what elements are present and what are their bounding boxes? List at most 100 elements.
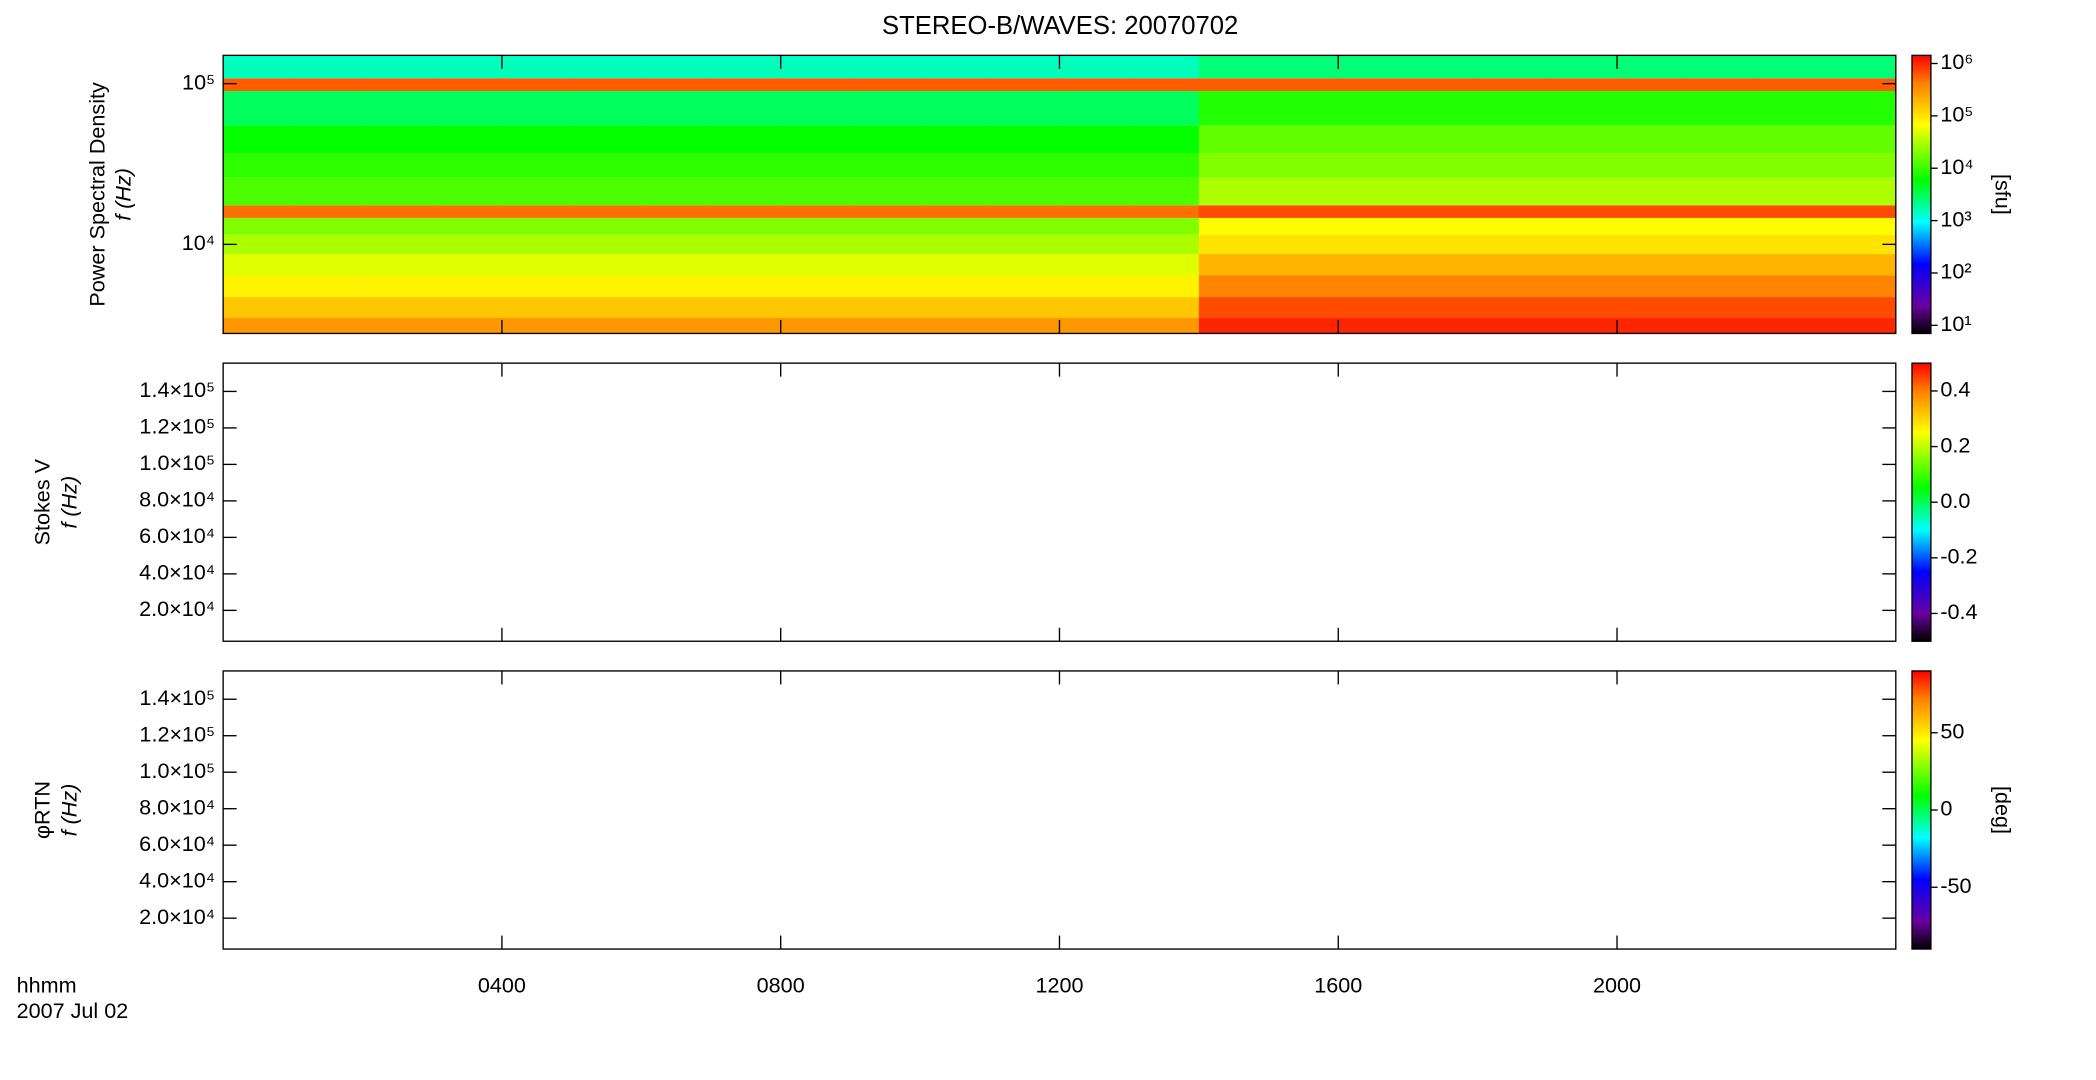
heatmap-cell	[1059, 234, 1130, 255]
heatmap-cell	[292, 275, 363, 298]
heatmap-cell	[501, 297, 573, 318]
heatmap-cell	[1477, 125, 1548, 154]
heatmap-cell	[1477, 254, 1548, 276]
heatmap-cell	[1686, 297, 1757, 318]
heatmap-cell	[711, 125, 782, 154]
heatmap-cell	[850, 55, 921, 79]
heatmap-cell	[711, 217, 782, 235]
heatmap-cell	[1756, 55, 1827, 79]
heatmap-cell	[1756, 297, 1827, 318]
heatmap-cell	[1826, 217, 1897, 235]
colorbar-tick-label: 0	[1940, 796, 1952, 821]
y-tick-label: 6.0×10⁴	[139, 523, 215, 548]
heatmap-cell	[1338, 153, 1409, 178]
heatmap-cell	[292, 234, 363, 255]
heatmap-cell	[1826, 78, 1897, 92]
heatmap-cell	[501, 177, 573, 206]
heatmap-cell	[1617, 205, 1688, 218]
heatmap-cell	[1407, 317, 1479, 334]
heatmap-cell	[1826, 297, 1897, 318]
heatmap-cell	[1268, 217, 1339, 235]
heatmap-cell	[989, 317, 1060, 334]
heatmap-cell	[1059, 254, 1130, 276]
heatmap-cell	[1338, 317, 1409, 334]
y-axis-label: Stokes V	[29, 458, 54, 545]
heatmap-cell	[850, 78, 921, 92]
heatmap-cell	[223, 125, 294, 154]
heatmap-cell	[1407, 297, 1479, 318]
heatmap-cell	[1477, 91, 1548, 126]
heatmap-cell	[1617, 153, 1688, 178]
heatmap-cell	[1129, 153, 1200, 178]
heatmap-cell	[1826, 254, 1897, 276]
heatmap-cell	[711, 55, 782, 79]
heatmap-cell	[641, 275, 712, 298]
heatmap-cell	[989, 153, 1060, 178]
x-axis-label: hhmm	[17, 973, 77, 998]
heatmap-cell	[1059, 125, 1130, 154]
heatmap-cell	[780, 275, 851, 298]
y-tick-label: 1.2×10⁵	[139, 414, 215, 439]
heatmap-cell	[1477, 234, 1548, 255]
heatmap-cell	[1686, 205, 1757, 218]
colorbar	[1911, 362, 1932, 642]
heatmap-cell	[1407, 205, 1479, 218]
heatmap-cell	[501, 153, 573, 178]
heatmap-cell	[711, 317, 782, 334]
y-tick-label: 1.0×10⁵	[139, 758, 215, 783]
heatmap-cell	[1547, 153, 1618, 178]
heatmap-cell	[1407, 217, 1479, 235]
heatmap-cell	[362, 317, 433, 334]
heatmap-cell	[292, 205, 363, 218]
heatmap-cell	[920, 317, 991, 334]
y-tick-label: 2.0×10⁴	[139, 596, 215, 621]
heatmap-cell	[1477, 177, 1548, 206]
heatmap-cell	[1059, 275, 1130, 298]
colorbar-tick-label: 50	[1940, 718, 1964, 743]
heatmap-cell	[432, 55, 503, 79]
heatmap-cell	[571, 78, 642, 92]
heatmap-cell	[1059, 217, 1130, 235]
heatmap-cell	[571, 153, 642, 178]
heatmap-cell	[641, 177, 712, 206]
heatmap-cell	[1756, 177, 1827, 206]
heatmap-cell	[1268, 234, 1339, 255]
heatmap-cell	[1547, 275, 1618, 298]
heatmap-cell	[989, 205, 1060, 218]
heatmap-cell	[223, 78, 294, 92]
heatmap-cell	[989, 55, 1060, 79]
heatmap-cell	[920, 91, 991, 126]
heatmap-cell	[711, 91, 782, 126]
heatmap-cell	[571, 177, 642, 206]
colorbar-tick-label: 10⁴	[1940, 154, 1973, 179]
heatmap-cell	[223, 153, 294, 178]
heatmap-cell	[1477, 217, 1548, 235]
heatmap-cell	[1826, 153, 1897, 178]
y-axis-label: φRTN	[29, 781, 54, 839]
heatmap-cell	[641, 78, 712, 92]
heatmap-cell	[1059, 177, 1130, 206]
y-tick-label: 4.0×10⁴	[139, 560, 215, 585]
heatmap-cell	[780, 125, 851, 154]
heatmap-cell	[989, 78, 1060, 92]
heatmap-cell	[1547, 125, 1618, 154]
heatmap-cell	[780, 177, 851, 206]
y-axis-label: f (Hz)	[110, 168, 135, 221]
heatmap-cell	[1686, 317, 1757, 334]
colorbar-tick-label: -0.4	[1940, 599, 1977, 624]
heatmap-cell	[711, 254, 782, 276]
heatmap-cell	[1547, 91, 1618, 126]
heatmap-cell	[1617, 78, 1688, 92]
colorbar-tick-label: 10⁶	[1940, 49, 1973, 74]
heatmap-cell	[920, 125, 991, 154]
heatmap-cell	[1617, 91, 1688, 126]
heatmap-cell	[501, 55, 573, 79]
heatmap-cell	[1059, 297, 1130, 318]
x-tick-label: 0400	[478, 973, 526, 998]
heatmap-cell	[1826, 234, 1897, 255]
heatmap-cell	[1617, 217, 1688, 235]
heatmap-cell	[1547, 297, 1618, 318]
heatmap-cell	[780, 91, 851, 126]
heatmap-cell	[850, 125, 921, 154]
heatmap-cell	[850, 275, 921, 298]
